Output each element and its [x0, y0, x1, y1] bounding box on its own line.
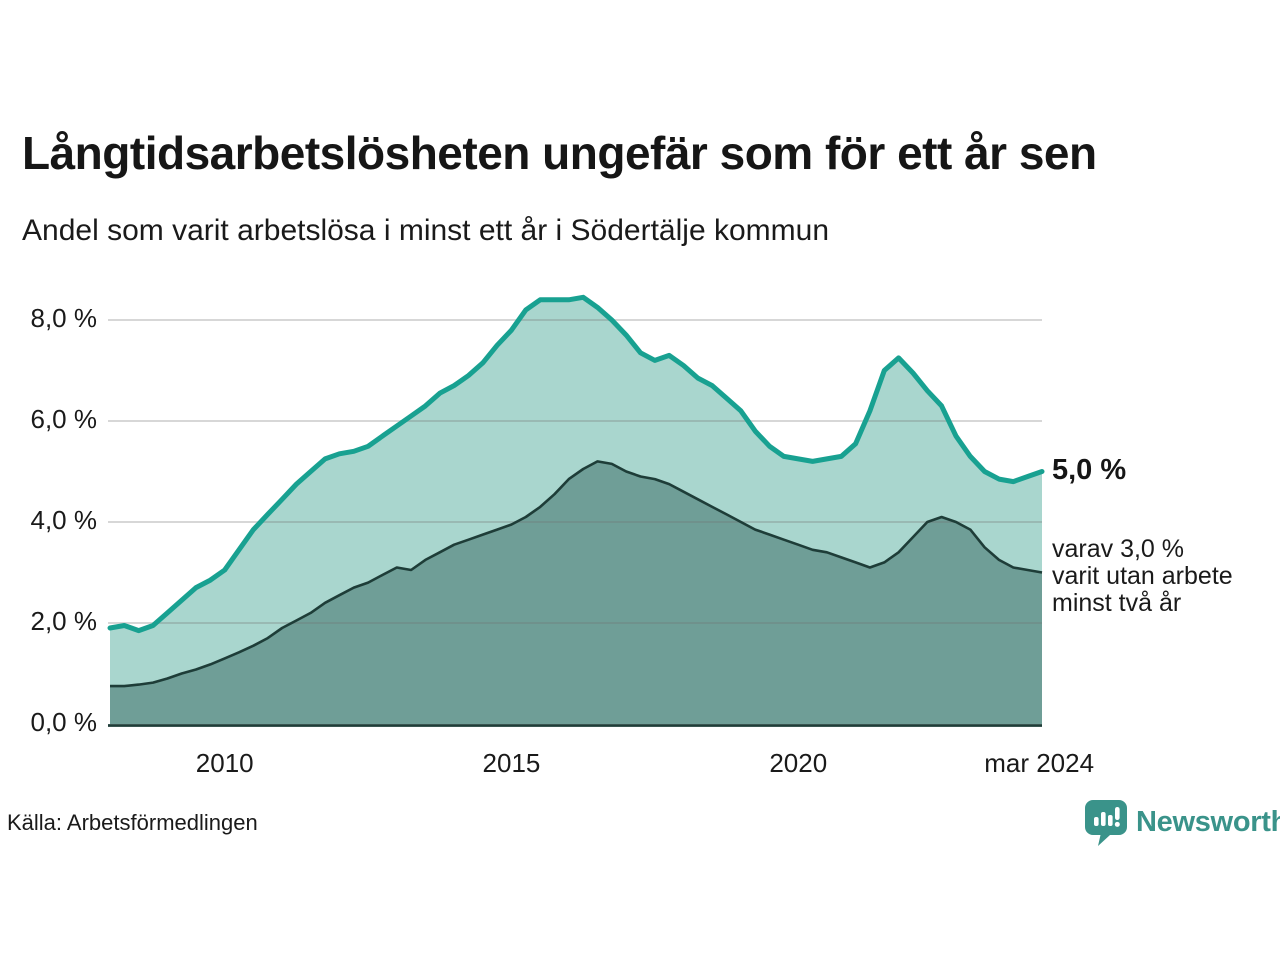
y-tick-label: 2,0 % — [30, 606, 98, 636]
total-line — [107, 294, 1045, 634]
secondary-annotation: varav 3,0 % varit utan arbete minst två … — [1052, 535, 1233, 617]
y-tick-label: 4,0 % — [30, 505, 98, 535]
x-tick-label: 2015 — [482, 748, 541, 778]
newsworthy-logo: Newsworthy — [1084, 799, 1280, 846]
source-label: Källa: Arbetsförmedlingen — [7, 810, 258, 835]
y-tick-label: 0,0 % — [30, 707, 98, 737]
twoyear-line — [110, 460, 1043, 688]
chart-title: Långtidsarbetslösheten ungefär som för e… — [22, 127, 1097, 179]
x-tick-label: 2020 — [769, 748, 828, 778]
newsworthy-wordmark: Newsworthy — [1136, 806, 1280, 838]
chart-subtitle: Andel som varit arbetslösa i minst ett å… — [22, 214, 829, 247]
latest-value-label: 5,0 % — [1052, 454, 1127, 486]
x-tick-label: mar 2024 — [984, 748, 1095, 778]
y-tick-label: 8,0 % — [30, 303, 98, 333]
newsworthy-logo-icon — [1085, 800, 1127, 846]
twoyear-area-fill — [110, 461, 1042, 724]
x-tick-label: 2010 — [195, 748, 254, 778]
y-tick-label: 6,0 % — [30, 404, 98, 434]
